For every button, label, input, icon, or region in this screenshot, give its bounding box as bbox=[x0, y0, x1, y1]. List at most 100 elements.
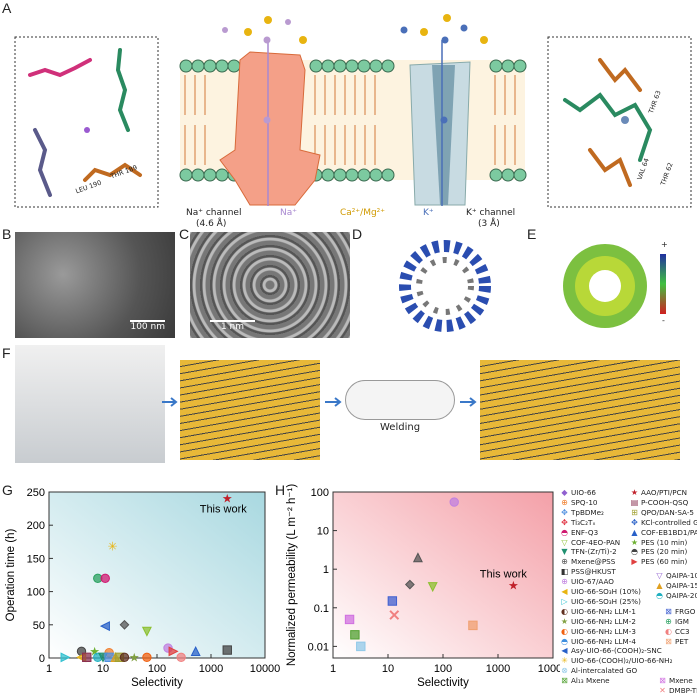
legend-marker-icon: ⊗ bbox=[561, 666, 568, 676]
plot-area bbox=[48, 491, 266, 659]
legend-label: PES (10 min) bbox=[641, 537, 688, 547]
data-point bbox=[412, 552, 423, 563]
data-point bbox=[427, 582, 438, 593]
legend-label: FRGO bbox=[675, 607, 696, 616]
y-tick-label: 150 bbox=[27, 553, 45, 565]
data-point bbox=[350, 630, 360, 640]
data-point bbox=[119, 652, 130, 663]
legend-marker-icon: ✥ bbox=[631, 517, 638, 527]
panel-label-a: A bbox=[2, 0, 12, 16]
legend-label: KCl-controlled GO bbox=[641, 517, 697, 527]
legend-label: UIO-66-NH₂ LLM-2 bbox=[571, 616, 636, 626]
y-axis-label: Normalized permeability (L m⁻² h⁻¹) bbox=[286, 484, 298, 667]
k-channel-size: (3 Å) bbox=[478, 219, 500, 229]
y-tick-label: 0.1 bbox=[314, 603, 329, 615]
legend-item: ✥KCl-controlled GO bbox=[630, 518, 697, 527]
legend-label: Asy-UIO-66-(COOH)₂-SNC bbox=[571, 646, 662, 656]
legend-label: Mxene bbox=[669, 676, 693, 685]
legend-item: ◓ ENF-Q3 bbox=[560, 528, 598, 537]
legend-label: PES (20 min) bbox=[641, 547, 688, 557]
legend-item: ◓ UIO-66-NH₂ LLM-4 bbox=[560, 637, 636, 646]
legend-marker-icon: ◐ bbox=[561, 626, 568, 636]
this-work-annotation: This work bbox=[200, 504, 248, 516]
legend-marker-icon: ✥ bbox=[561, 507, 568, 517]
lipid-head bbox=[513, 168, 527, 182]
data-point bbox=[449, 497, 459, 507]
legend-marker-icon: ⊠ bbox=[659, 676, 666, 685]
legend-item: ⊞ QPO/DAN-SA-5 bbox=[630, 508, 694, 517]
legend-label: Ti₃C₂Tₓ bbox=[571, 517, 596, 527]
data-point bbox=[468, 620, 478, 631]
legend-marker-icon: ⊕ bbox=[561, 557, 568, 567]
y-tick-label: 50 bbox=[33, 620, 45, 632]
lipid-heads bbox=[179, 59, 527, 182]
legend-label: TFN-(Zr/Ti)-2 bbox=[571, 547, 617, 557]
legend-marker-icon: ◓ bbox=[561, 636, 568, 646]
ca-ion bbox=[443, 14, 451, 22]
chart-g-operation-time: 1 10 100 1000 10000 0 50 100 150 200 250 Selectivit… bbox=[5, 487, 280, 689]
legend-item: ▼ TFN-(Zr/Ti)-2 bbox=[560, 547, 617, 557]
legend-item: ◀ UIO-66-SO₃H (10%) bbox=[560, 587, 641, 596]
legend-item: ⊕ UIO-67/AAO bbox=[560, 577, 614, 586]
lipid-head bbox=[381, 59, 395, 73]
ca-ion bbox=[264, 16, 272, 24]
legend-label: UIO-66-SO₃H (10%) bbox=[571, 587, 641, 596]
data-point bbox=[82, 652, 92, 663]
k-ion bbox=[400, 26, 408, 34]
tem-image: 1 nm bbox=[190, 232, 350, 338]
legend-marker-icon: ⊕ bbox=[665, 616, 672, 626]
lipid-head bbox=[381, 168, 395, 182]
data-point bbox=[404, 579, 415, 590]
legend-marker-icon: ◆ bbox=[561, 488, 568, 497]
y-axis-label: Operation time (h) bbox=[5, 528, 17, 621]
legend-label: PSS@HKUST bbox=[571, 567, 616, 577]
legend-marker-icon: ⊠ bbox=[561, 676, 568, 686]
legend-marker-icon: ▷ bbox=[561, 596, 568, 606]
data-point: ★ bbox=[129, 650, 140, 664]
ca-ion bbox=[420, 28, 428, 36]
x-tick-label: 10000 bbox=[538, 663, 560, 675]
y-tick-label: 10 bbox=[317, 526, 329, 538]
legend-marker-icon: ◓ bbox=[656, 590, 663, 600]
data-point: ★ bbox=[222, 492, 233, 506]
legend-marker-icon: ▲ bbox=[631, 527, 638, 537]
electrostatic-potential-map: + - bbox=[540, 232, 680, 338]
x-axis-label: Selectivity bbox=[131, 677, 183, 689]
this-work-annotation: This work bbox=[480, 568, 528, 580]
legend-item: ▽ COF-4EO-PAN bbox=[560, 538, 620, 547]
x-tick-label: 1000 bbox=[486, 663, 510, 675]
legend-item: ⊠ FRGO bbox=[664, 607, 695, 616]
legend-item: ⊠ Al₁₃ Mxene bbox=[560, 676, 609, 686]
legend-item: ⊠ PET bbox=[664, 637, 688, 646]
data-point bbox=[356, 641, 366, 652]
k-channel-label: K⁺ channel bbox=[466, 208, 516, 218]
residue-sticks bbox=[28, 48, 653, 197]
legend-label: QAIPA-15 bbox=[666, 580, 697, 590]
lipid-tails bbox=[184, 75, 516, 165]
legend-label: UIO-66-NH₂ LLM-3 bbox=[571, 626, 636, 636]
data-point bbox=[60, 652, 71, 663]
legend-marker-icon: ◐ bbox=[665, 626, 672, 636]
x-tick-label: 10 bbox=[97, 663, 109, 675]
legend-item: ◓ PES (20 min) bbox=[630, 547, 687, 556]
legend-label: COF-EB1BD1/PAN bbox=[641, 527, 697, 537]
legend-item: ◐ UIO-66-NH₂ LLM-3 bbox=[560, 627, 636, 636]
legend-item: ◐ CC3 bbox=[664, 627, 690, 636]
legend-label: P-COOH-QSQ bbox=[641, 497, 689, 507]
filtration-apparatus bbox=[15, 345, 165, 463]
legend-item: ⊗ Al-intercalated GO bbox=[560, 666, 637, 675]
legend-marker-icon: ✥ bbox=[561, 517, 568, 527]
legend-item: ⊕ SPQ-10 bbox=[560, 498, 597, 507]
x-tick-label: 1 bbox=[330, 663, 336, 675]
legend-item: ⊕ Mxene@PSS bbox=[560, 557, 615, 566]
legend-marker-icon: ✳ bbox=[561, 656, 568, 666]
legend-item: ⊕ IGM bbox=[664, 617, 689, 626]
data-point bbox=[190, 646, 201, 657]
right-zoom-box bbox=[547, 36, 692, 208]
legend-label: QAIPA-10 bbox=[666, 571, 697, 580]
scale-bar: 100 nm bbox=[130, 320, 165, 332]
data-point bbox=[176, 652, 186, 663]
y-tick-label: 250 bbox=[27, 487, 45, 499]
chart-h-permeability: 1 10 100 1000 10000 0.01 0.1 1 10 100 Selectivity N… bbox=[286, 484, 560, 689]
